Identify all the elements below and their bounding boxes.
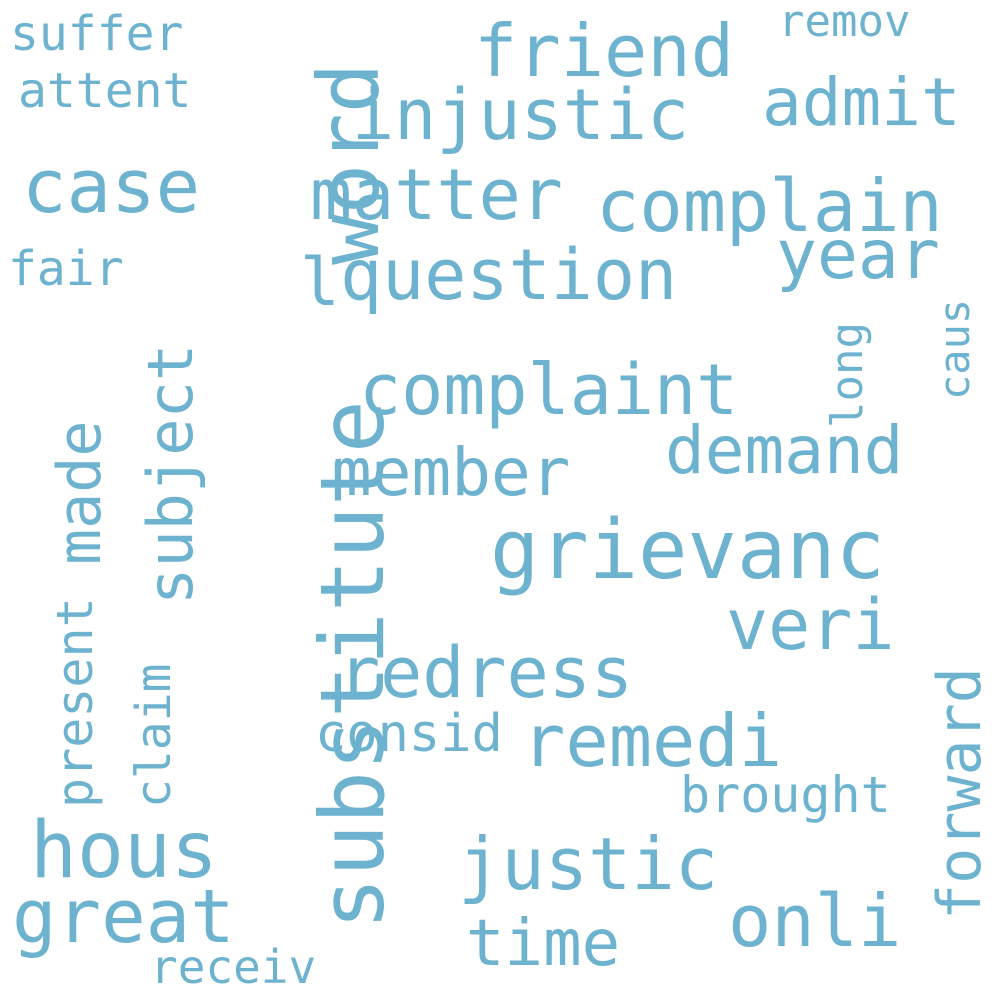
word-great: great [12, 874, 235, 960]
word-admit: admit [762, 64, 961, 141]
word-remov: remov [778, 0, 911, 47]
word-justic: justic [458, 822, 719, 906]
word-member: member [332, 434, 571, 511]
word-redress: redress [338, 632, 634, 714]
word-time: time [466, 907, 621, 981]
word-subject: subject [134, 343, 207, 605]
word-complain: complain [596, 164, 943, 248]
word-fair: fair [8, 241, 124, 297]
word-consid: consid [315, 704, 503, 764]
word-suffer: suffer [10, 6, 184, 62]
word-made: made [45, 420, 115, 566]
word-claim: claim [126, 663, 182, 809]
word-grievanc: grievanc [490, 503, 885, 598]
word-attent: attent [18, 63, 192, 119]
word-l: l [300, 244, 340, 321]
word-receiv: receiv [150, 940, 317, 994]
word-forward: forward [925, 667, 995, 920]
word-hous: hous [30, 806, 218, 896]
word-demand: demand [665, 412, 904, 489]
word-question: question [340, 234, 678, 316]
word-complaint: complaint [359, 349, 739, 431]
word-brought: brought [680, 766, 891, 824]
word-friend: friend [474, 9, 735, 93]
word-remedi: remedi [522, 699, 783, 783]
word-matter: matter [310, 154, 563, 236]
word-case: case [22, 144, 201, 230]
word-present: present [46, 597, 104, 808]
word-onli: onli [728, 879, 902, 963]
word-veri: veri [726, 584, 895, 666]
word-injustic: injustic [352, 74, 690, 156]
word-year: year [776, 216, 940, 295]
word-long: long [822, 322, 873, 428]
word-caus: caus [930, 298, 979, 400]
